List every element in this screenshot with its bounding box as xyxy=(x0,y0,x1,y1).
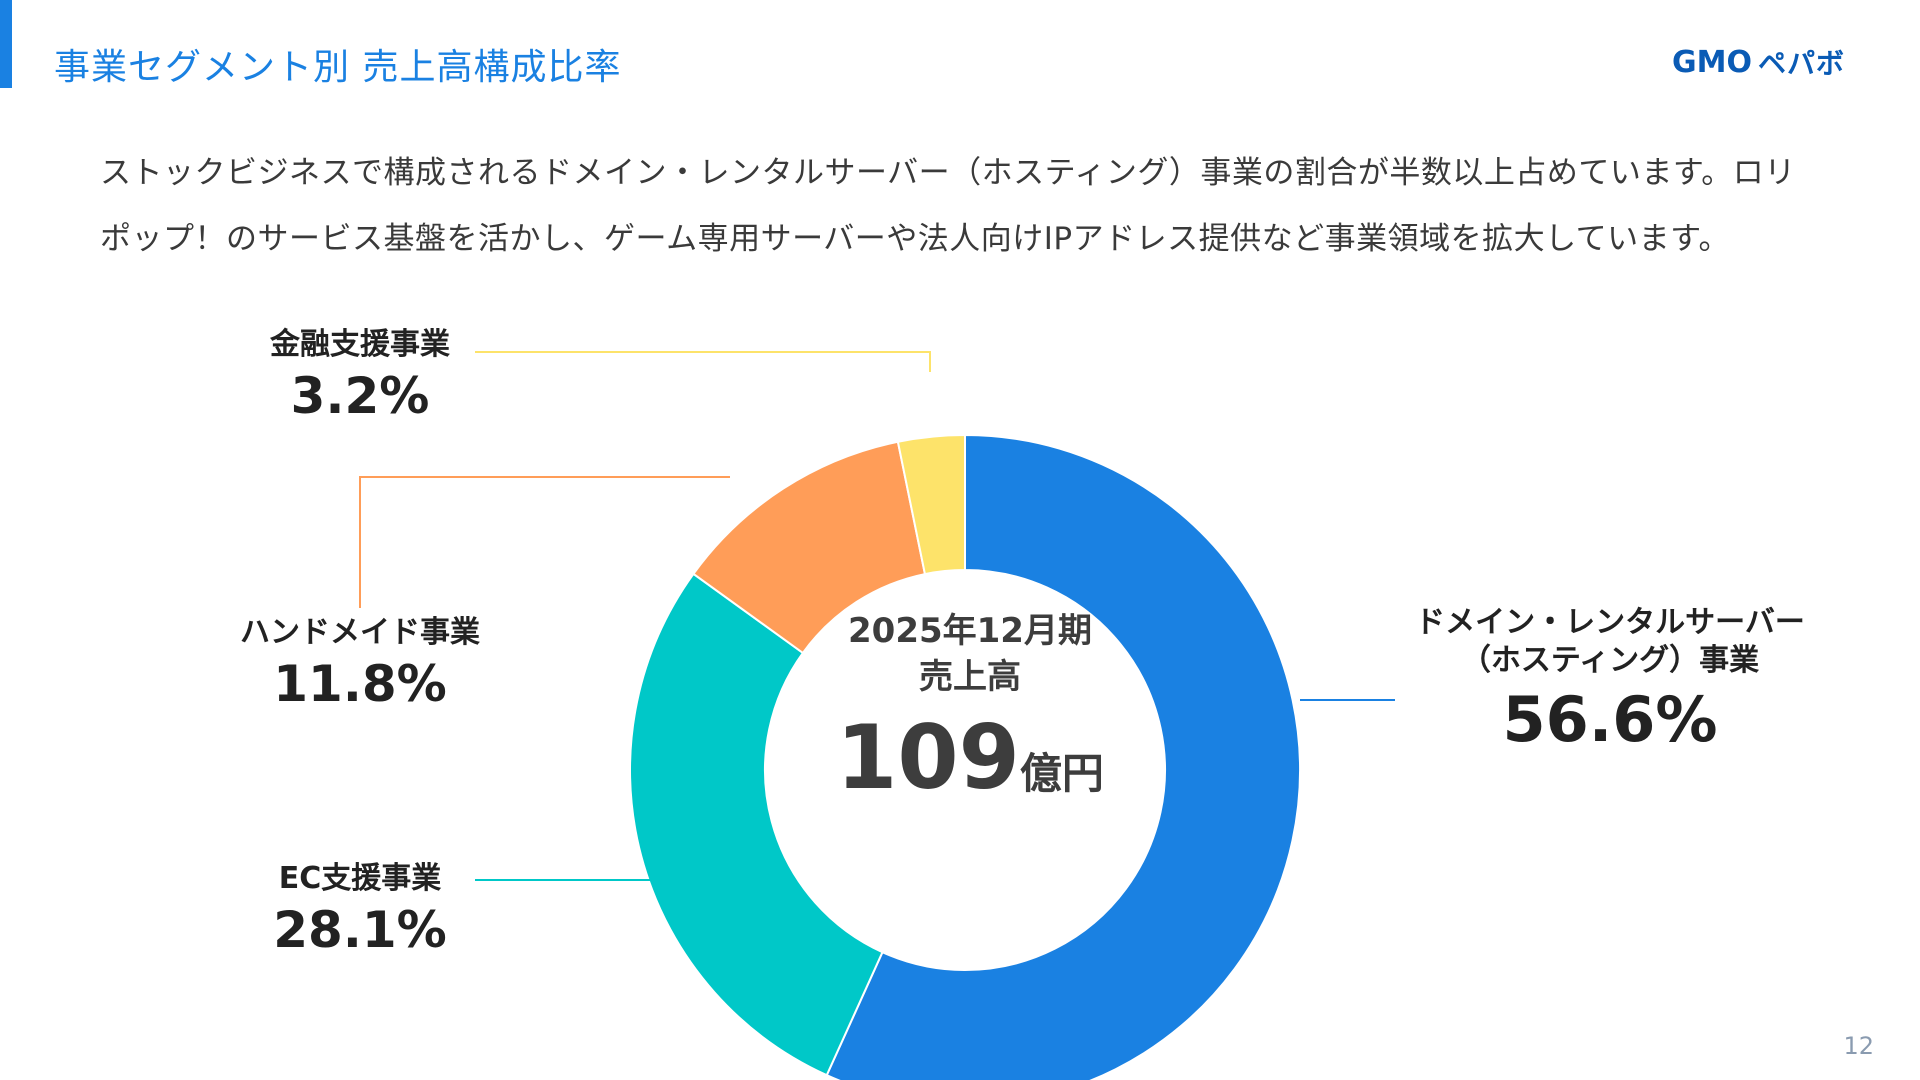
page-number: 12 xyxy=(1843,1032,1874,1060)
description-line-1: ストックビジネスで構成されるドメイン・レンタルサーバー（ホスティング）事業の割合… xyxy=(100,155,1796,191)
gmo-pepabo-logo: GMO ペパボ xyxy=(1672,42,1845,82)
center-metric: 売上高 xyxy=(919,657,1021,697)
label-handmade-name: ハンドメイド事業 xyxy=(240,615,480,650)
center-amount-row: 109億円 xyxy=(820,708,1120,808)
label-hosting-pct: 56.6% xyxy=(1502,683,1718,756)
label-ec-name: EC支援事業 xyxy=(278,861,442,896)
label-ec: EC支援事業 28.1% xyxy=(230,860,490,962)
label-finance-name: 金融支援事業 xyxy=(270,327,450,362)
description-line-2: ポップ！のサービス基盤を活かし、ゲーム専用サーバーや法人向けIPアドレス提供など… xyxy=(100,221,1731,257)
label-hosting-name-1: ドメイン・レンタルサーバー xyxy=(1415,605,1805,640)
label-hosting-name-2: （ホスティング）事業 xyxy=(1460,643,1760,678)
leader-finance xyxy=(475,351,931,372)
slice-ec xyxy=(629,572,884,1077)
label-finance-pct: 3.2% xyxy=(290,367,430,425)
center-period: 2025年12月期 xyxy=(848,611,1092,651)
donut-center-label: 2025年12月期 売上高 109億円 xyxy=(820,608,1120,808)
center-unit: 億円 xyxy=(1019,749,1104,798)
center-amount: 109 xyxy=(836,706,1020,809)
label-finance: 金融支援事業 3.2% xyxy=(240,326,480,428)
label-ec-pct: 28.1% xyxy=(273,901,447,959)
slice-hosting xyxy=(825,433,1301,1080)
label-handmade: ハンドメイド事業 11.8% xyxy=(210,614,510,716)
title-accent-bar xyxy=(0,0,12,88)
slice-finance xyxy=(896,433,966,576)
logo-gmo-text: GMO xyxy=(1672,44,1752,80)
logo-pepabo-text: ペパボ xyxy=(1757,47,1845,80)
description: ストックビジネスで構成されるドメイン・レンタルサーバー（ホスティング）事業の割合… xyxy=(100,140,1860,272)
page-title: 事業セグメント別 売上高構成比率 xyxy=(54,47,622,88)
leader-handmade xyxy=(359,476,730,608)
label-handmade-pct: 11.8% xyxy=(273,655,447,713)
label-hosting: ドメイン・レンタルサーバー （ホスティング）事業 56.6% xyxy=(1390,604,1830,760)
